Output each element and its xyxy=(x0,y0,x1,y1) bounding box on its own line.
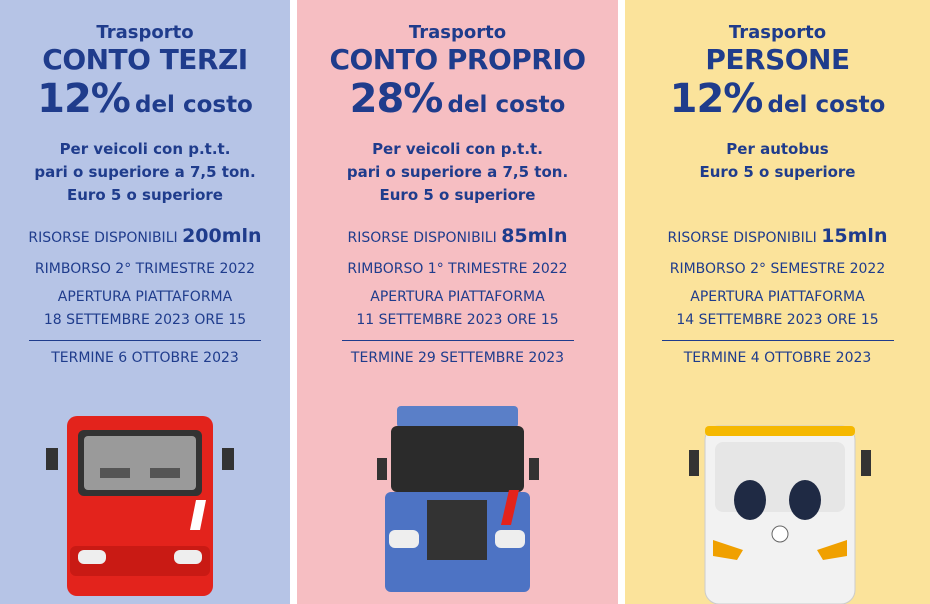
opening: APERTURA PIATTAFORMA 11 SETTEMBRE 2023 OR… xyxy=(297,286,618,332)
resources-label: RISORSE DISPONIBILI xyxy=(667,230,817,246)
resources-amount: 15mln xyxy=(821,225,888,247)
opening-line: APERTURA PIATTAFORMA xyxy=(57,289,233,305)
opening-line: APERTURA PIATTAFORMA xyxy=(370,289,545,305)
divider xyxy=(341,340,574,341)
resources: RISORSE DISPONIBILI 15mln xyxy=(625,222,930,252)
kicker: Trasporto xyxy=(408,22,507,43)
description-line: Per autobus xyxy=(726,140,829,158)
refund: RIMBORSO 2° SEMESTRE 2022 xyxy=(669,261,886,277)
refund: RIMBORSO 2° TRIMESTRE 2022 xyxy=(34,261,256,277)
percent: 28% xyxy=(349,76,444,122)
description: Per veicoli con p.t.t. pari o superiore a… xyxy=(0,138,290,210)
description-line: Per veicoli con p.t.t. xyxy=(59,140,231,158)
description-line: Euro 5 o superiore xyxy=(379,186,536,204)
deadline: TERMINE 29 SETTEMBRE 2023 xyxy=(350,350,565,366)
resources: RISORSE DISPONIBILI 200mln xyxy=(0,222,290,252)
opening-line: 18 SETTEMBRE 2023 ORE 15 xyxy=(43,312,247,328)
opening-line: APERTURA PIATTAFORMA xyxy=(690,289,865,305)
percent-row: 12% del costo xyxy=(625,76,930,130)
description: Per veicoli con p.t.t. pari o superiore a… xyxy=(297,138,618,210)
title: CONTO TERZI xyxy=(42,43,248,76)
title: CONTO PROPRIO xyxy=(329,43,586,76)
resources-label: RISORSE DISPONIBILI xyxy=(347,230,497,246)
truck-blue xyxy=(377,406,539,592)
kicker: Trasporto xyxy=(728,22,827,43)
opening: APERTURA PIATTAFORMA 18 SETTEMBRE 2023 OR… xyxy=(0,286,290,332)
divider xyxy=(29,340,261,341)
resources-amount: 200mln xyxy=(182,225,262,247)
description-line: pari o superiore a 7,5 ton. xyxy=(346,163,569,181)
divider xyxy=(661,340,894,341)
percent-row: 12% del costo xyxy=(0,76,290,130)
percent-suffix: del costo xyxy=(134,92,253,118)
opening-line: 11 SETTEMBRE 2023 ORE 15 xyxy=(356,312,559,328)
description-line: Euro 5 o superiore xyxy=(67,186,223,204)
refund: RIMBORSO 1° TRIMESTRE 2022 xyxy=(347,261,568,277)
percent-row: 28% del costo xyxy=(297,76,618,130)
percent-suffix: del costo xyxy=(447,92,566,118)
opening: APERTURA PIATTAFORMA 14 SETTEMBRE 2023 OR… xyxy=(625,286,930,332)
description-line: Euro 5 o superiore xyxy=(699,163,856,181)
title: PERSONE xyxy=(705,43,850,76)
percent: 12% xyxy=(669,76,764,122)
resources-label: RISORSE DISPONIBILI xyxy=(28,230,178,246)
percent-suffix: del costo xyxy=(767,92,886,118)
deadline: TERMINE 4 OTTOBRE 2023 xyxy=(683,350,872,366)
column: Trasporto CONTO TERZI 12% del costo Per vei… xyxy=(0,0,290,604)
deadline: TERMINE 6 OTTOBRE 2023 xyxy=(51,350,239,366)
description-line: pari o superiore a 7,5 ton. xyxy=(34,163,256,181)
column: Trasporto CONTO PROPRIO 28% del costo Per v… xyxy=(297,0,618,604)
resources: RISORSE DISPONIBILI 85mln xyxy=(297,222,618,252)
bus xyxy=(689,425,871,604)
kicker: Trasporto xyxy=(96,22,194,43)
description: Per autobus Euro 5 o superiore xyxy=(625,138,930,210)
resources-amount: 85mln xyxy=(501,225,568,247)
percent: 12% xyxy=(37,76,131,122)
truck-red xyxy=(46,416,234,596)
description-line: Per veicoli con p.t.t. xyxy=(372,140,543,158)
column: Trasporto PERSONE 12% del costo Per autobus… xyxy=(625,0,930,604)
opening-line: 14 SETTEMBRE 2023 ORE 15 xyxy=(676,312,879,328)
